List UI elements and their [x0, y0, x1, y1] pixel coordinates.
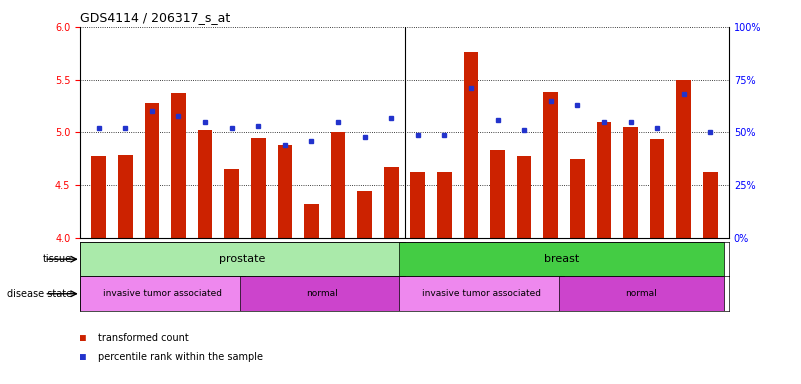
- Text: prostate: prostate: [219, 254, 265, 264]
- Bar: [251, 138, 266, 238]
- Bar: [145, 103, 159, 238]
- Bar: [118, 155, 133, 238]
- Bar: [171, 93, 186, 238]
- Bar: [623, 127, 638, 238]
- Bar: [277, 145, 292, 238]
- Text: breast: breast: [544, 254, 579, 264]
- Bar: [464, 52, 478, 238]
- Bar: [399, 242, 723, 276]
- Bar: [239, 276, 405, 311]
- Text: percentile rank within the sample: percentile rank within the sample: [98, 352, 263, 362]
- Bar: [650, 139, 664, 238]
- Bar: [198, 131, 212, 238]
- Bar: [490, 151, 505, 238]
- Bar: [437, 172, 452, 238]
- Text: ■: ■: [80, 333, 86, 343]
- Bar: [543, 92, 558, 238]
- Text: tissue: tissue: [43, 254, 72, 264]
- Bar: [304, 204, 319, 238]
- Bar: [410, 172, 425, 238]
- Bar: [703, 172, 718, 238]
- Text: GDS4114 / 206317_s_at: GDS4114 / 206317_s_at: [80, 11, 231, 24]
- Bar: [224, 169, 239, 238]
- Text: transformed count: transformed count: [98, 333, 188, 343]
- Text: ■: ■: [80, 352, 86, 362]
- Bar: [517, 156, 532, 238]
- Bar: [384, 167, 399, 238]
- Text: disease state: disease state: [7, 289, 72, 299]
- Bar: [559, 276, 723, 311]
- Bar: [399, 276, 564, 311]
- Bar: [80, 242, 405, 276]
- Bar: [570, 159, 585, 238]
- Text: normal: normal: [626, 289, 657, 298]
- Bar: [597, 122, 611, 238]
- Bar: [91, 156, 106, 238]
- Bar: [80, 276, 245, 311]
- Bar: [357, 190, 372, 238]
- Text: invasive tumor associated: invasive tumor associated: [422, 289, 541, 298]
- Bar: [331, 132, 345, 238]
- Text: normal: normal: [306, 289, 338, 298]
- Text: invasive tumor associated: invasive tumor associated: [103, 289, 222, 298]
- Bar: [676, 80, 691, 238]
